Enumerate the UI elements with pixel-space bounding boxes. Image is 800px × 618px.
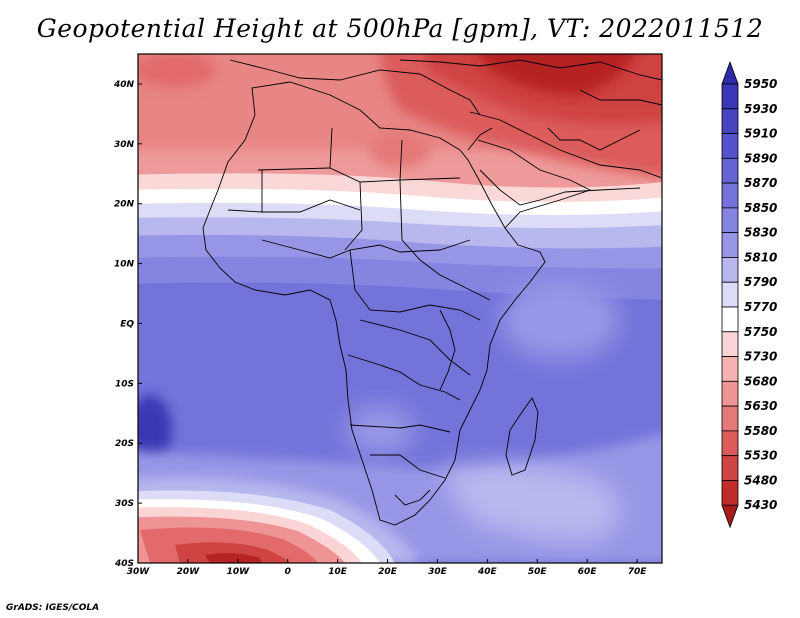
colorbar-segment [721, 257, 739, 283]
grads-credit: GrADS: IGES/COLA [6, 603, 100, 613]
colorbar-segment [721, 405, 739, 432]
colorbar-label: 5480 [744, 473, 777, 487]
colorbar-segment [721, 380, 739, 407]
lat-tick-label: 30S [115, 499, 134, 509]
colorbar-segment [721, 108, 739, 134]
colorbar-label: 5830 [744, 226, 777, 240]
lat-tick-label: 40N [113, 80, 135, 90]
colorbar-segment [721, 306, 739, 333]
colorbar-label: 5730 [744, 350, 777, 364]
lon-tick-label: 10E [328, 567, 348, 577]
lon-tick-label: 20W [177, 567, 201, 577]
colorbar-segment [721, 281, 739, 308]
lon-tick-label: 40E [477, 567, 498, 577]
lon-tick-label: 60E [578, 567, 598, 577]
colorbar-segment [721, 157, 739, 184]
lon-tick-label: 0 [285, 567, 291, 577]
colorbar-segment [721, 83, 739, 110]
colorbar-segment [721, 207, 739, 234]
lon-tick-label: 30W [127, 567, 151, 577]
colorbar-segment [721, 133, 739, 159]
lat-tick-label: 30N [114, 140, 135, 150]
height-field [138, 54, 662, 563]
colorbar-label: 5810 [744, 250, 777, 264]
colorbar-segment [721, 182, 739, 209]
map-frame [137, 53, 663, 564]
lat-tick-label: 10N [114, 260, 135, 270]
colorbar-bottom-arrow [721, 504, 739, 529]
colorbar-label: 5430 [744, 498, 777, 512]
longitude-axis: 30W 20W 10W 0 10E 20E 30E 40E 50E 60E 70E [127, 559, 647, 577]
colorbar-label: 5950 [744, 77, 777, 91]
colorbar-label: 5770 [744, 300, 777, 314]
map-title: Geopotential Height at 500hPa [gpm], VT:… [36, 14, 764, 43]
lat-tick-label: 20N [114, 200, 135, 210]
colorbar-label: 5890 [744, 151, 777, 165]
lon-tick-label: 20E [378, 567, 398, 577]
colorbar-segment [721, 331, 739, 357]
colorbar-label: 5930 [744, 102, 777, 116]
colorbar-segment [721, 232, 739, 258]
lat-tick-label: 20S [115, 439, 134, 449]
colorbar-top-arrow [721, 60, 739, 85]
lat-tick-label: 10S [115, 379, 134, 389]
coastlines [202, 59, 662, 526]
lat-tick-label: EQ [120, 319, 134, 329]
colorbar-label: 5530 [744, 449, 777, 463]
colorbar-label: 5870 [744, 176, 777, 190]
colorbar-label: 5850 [744, 201, 777, 215]
lat-tick-label: 40S [114, 559, 134, 569]
latitude-axis: 40N 30N 20N 10N EQ 10S 20S 30S 40S [113, 80, 142, 569]
lon-tick-label: 50E [528, 567, 548, 577]
colorbar-segment [721, 430, 739, 457]
colorbar-segment [721, 356, 739, 382]
lon-tick-label: 70E [628, 567, 648, 577]
colorbar-label: 5910 [744, 127, 777, 141]
colorbar-label: 5680 [744, 374, 777, 388]
lon-tick-label: 10W [227, 567, 251, 577]
colorbar-label: 5630 [744, 399, 777, 413]
colorbar-segment [721, 455, 739, 481]
colorbar: 5950 5930 5910 5890 5870 5850 5830 5810 5790 5770… [721, 60, 777, 529]
colorbar-label: 5580 [744, 424, 777, 438]
colorbar-segment [721, 480, 739, 506]
colorbar-label: 5790 [744, 275, 777, 289]
lon-tick-label: 30E [428, 567, 448, 577]
colorbar-label: 5750 [744, 325, 777, 339]
